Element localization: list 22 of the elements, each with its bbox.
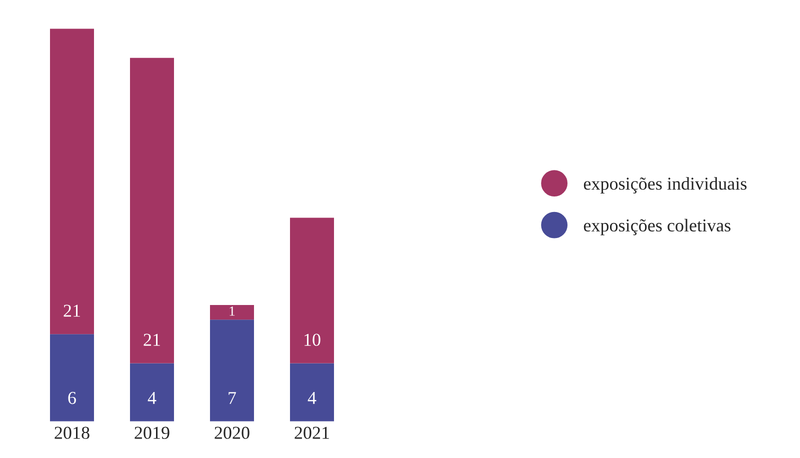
data-label: 21 bbox=[64, 304, 80, 317]
legend-label: exposições coletivas bbox=[584, 218, 730, 236]
data-label: 21 bbox=[144, 334, 160, 346]
x-tick-label: 2020 bbox=[214, 426, 250, 439]
data-label: 4 bbox=[308, 392, 316, 404]
bar bbox=[50, 334, 94, 422]
bar bbox=[130, 58, 174, 364]
data-label: 1 bbox=[230, 306, 235, 316]
data-label: 10 bbox=[304, 334, 320, 346]
x-tick-label: 2019 bbox=[134, 426, 170, 439]
legend-label: exposições individuais bbox=[584, 177, 747, 194]
bar bbox=[210, 305, 254, 320]
data-label: 7 bbox=[228, 392, 236, 404]
bar bbox=[290, 218, 334, 364]
x-tick-label: 2018 bbox=[54, 426, 90, 439]
data-label: 4 bbox=[148, 392, 156, 404]
bar bbox=[290, 363, 334, 422]
bar bbox=[210, 320, 254, 422]
x-tick-label: 2021 bbox=[294, 426, 329, 439]
data-label: 6 bbox=[68, 392, 76, 404]
bar bbox=[50, 28, 94, 334]
bar bbox=[130, 363, 174, 422]
